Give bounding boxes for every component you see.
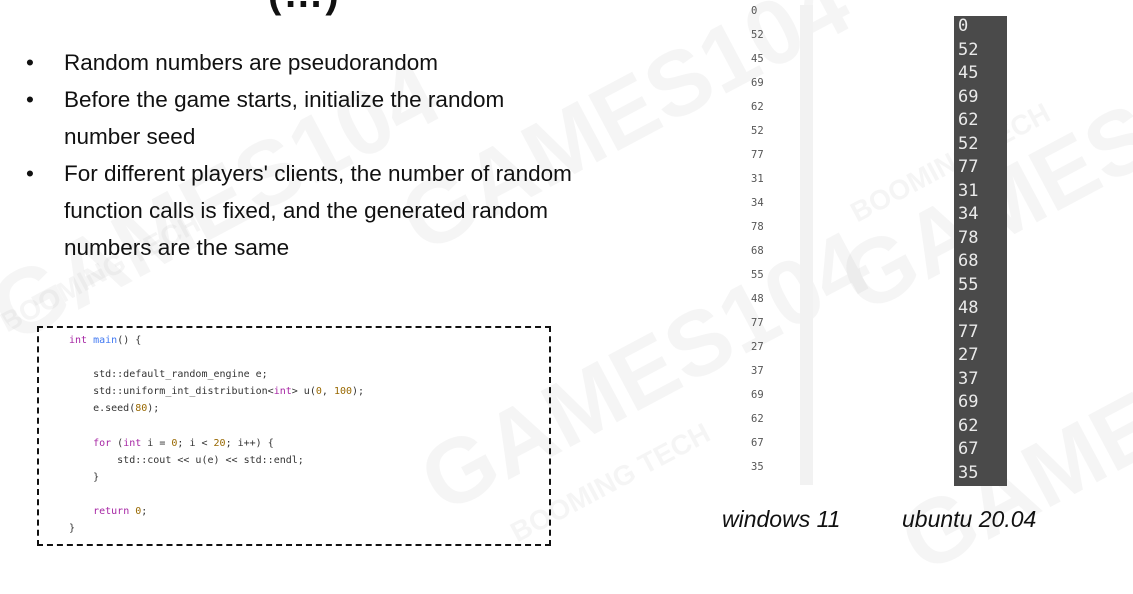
windows-output-value: 52 [751, 125, 764, 137]
ubuntu-output-value: 52 [958, 39, 979, 60]
windows-output-value: 62 [751, 413, 764, 425]
bullet-text: Random numbers are pseudorandom [64, 50, 438, 75]
bullet-item: • Before the game starts, initialize the … [24, 81, 584, 155]
bullet-item: • For different players' clients, the num… [24, 155, 584, 266]
ubuntu-output-value: 62 [958, 415, 979, 436]
ubuntu-output-value: 78 [958, 227, 979, 248]
windows-output-value: 34 [751, 197, 764, 209]
watermark-games104: GAMES104 [884, 271, 1133, 593]
bullet-text: Before the game starts, initialize the r… [64, 87, 505, 149]
ubuntu-output-value: 35 [958, 462, 979, 483]
code-snippet: int main() { std::default_random_engine … [69, 335, 365, 535]
caption-ubuntu: ubuntu 20.04 [902, 506, 1037, 532]
caption-windows: windows 11 [722, 506, 841, 532]
ubuntu-output-value: 77 [958, 321, 979, 342]
windows-output-value: 48 [751, 293, 764, 305]
ubuntu-output-value: 0 [958, 16, 969, 36]
slide-title: (…) [268, 0, 341, 17]
ubuntu-output-value: 37 [958, 368, 979, 389]
windows-output-value: 62 [751, 101, 764, 113]
ubuntu-output-value: 69 [958, 392, 979, 412]
windows-output-value: 35 [751, 461, 764, 473]
ubuntu-output-value: 52 [958, 133, 979, 154]
ubuntu-terminal-output: 0 52 45 69 62 52 77 31 34 78 68 55 48 77 27 37 69 62 67 35 [954, 16, 1007, 486]
bullet-list: • Random numbers are pseudorandom • Before… [24, 44, 584, 266]
ubuntu-output-value: 67 [958, 439, 979, 459]
ubuntu-output-value: 55 [958, 274, 979, 295]
bullet-text: For different players' clients, the numb… [64, 161, 572, 260]
code-snippet-box: int main() { std::default_random_engine … [37, 326, 551, 546]
ubuntu-output-value: 62 [958, 110, 979, 130]
windows-output-value: 67 [751, 437, 764, 449]
windows-output-value: 45 [751, 53, 764, 65]
bullet-dot-icon: • [26, 161, 34, 186]
ubuntu-output-value: 45 [958, 63, 979, 83]
windows-output-value: 37 [751, 365, 764, 377]
windows-output-value: 78 [751, 221, 764, 233]
windows-output-value: 69 [751, 77, 764, 89]
windows-output-value: 31 [751, 173, 764, 185]
windows-output-value: 27 [751, 341, 764, 353]
windows-output-value: 69 [751, 389, 764, 401]
windows-output-list: 0 52 45 69 62 52 77 31 34 78 68 55 48 77 27 37 69 62 67 35 [751, 5, 813, 485]
ubuntu-output-value: 31 [958, 180, 979, 201]
watermark-boomingtech: BOOMING TECH [845, 97, 1056, 229]
windows-output-value: 0 [751, 5, 758, 17]
windows-output-value: 77 [751, 317, 764, 329]
windows-output-value: 77 [751, 149, 764, 161]
ubuntu-output-value: 34 [958, 204, 979, 224]
windows-output-value: 68 [751, 245, 764, 257]
ubuntu-output-value: 68 [958, 251, 979, 271]
bullet-dot-icon: • [26, 50, 34, 75]
windows-output-value: 55 [751, 269, 764, 281]
bullet-dot-icon: • [26, 87, 34, 112]
ubuntu-output-value: 69 [958, 86, 979, 107]
ubuntu-output-value: 77 [958, 157, 979, 177]
ubuntu-output-value: 27 [958, 345, 979, 365]
ubuntu-output-value: 48 [958, 298, 979, 318]
windows-output-stripe [800, 5, 813, 485]
windows-output-value: 52 [751, 29, 764, 41]
bullet-item: • Random numbers are pseudorandom [24, 44, 584, 81]
